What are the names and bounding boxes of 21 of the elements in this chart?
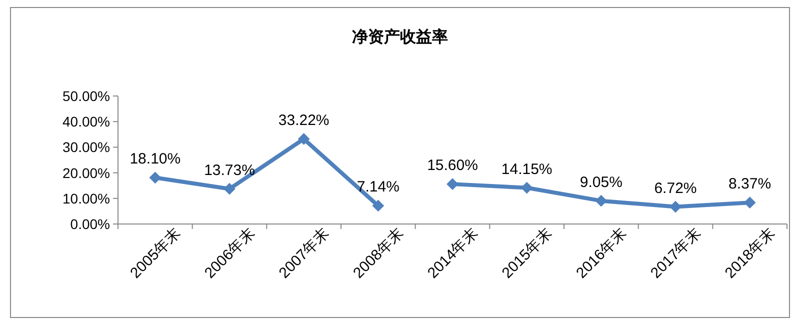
- data-label: 9.05%: [580, 174, 622, 191]
- y-tick-label: 20.00%: [62, 164, 110, 181]
- data-label: 8.37%: [728, 176, 772, 193]
- y-tick-label: 10.00%: [62, 190, 110, 206]
- data-label: 14.15%: [501, 160, 552, 178]
- point: [149, 172, 162, 184]
- data-label: 33.22%: [278, 112, 330, 129]
- point: [446, 178, 458, 190]
- data-label: 13.73%: [204, 162, 255, 179]
- point: [372, 200, 384, 212]
- point: [298, 133, 310, 145]
- data-label: 18.10%: [130, 150, 181, 168]
- data-label: 6.72%: [654, 180, 697, 197]
- y-tick-label: 0.00%: [70, 216, 110, 232]
- y-tick-label: 30.00%: [62, 139, 110, 156]
- data-label: 15.60%: [427, 157, 478, 174]
- chart-title: 净资产收益率: [352, 27, 448, 46]
- point: [224, 182, 236, 195]
- y-tick-label: 50.00%: [62, 88, 110, 104]
- y-tick-label: 40.00%: [62, 114, 110, 130]
- data-label: 7.14%: [356, 178, 400, 196]
